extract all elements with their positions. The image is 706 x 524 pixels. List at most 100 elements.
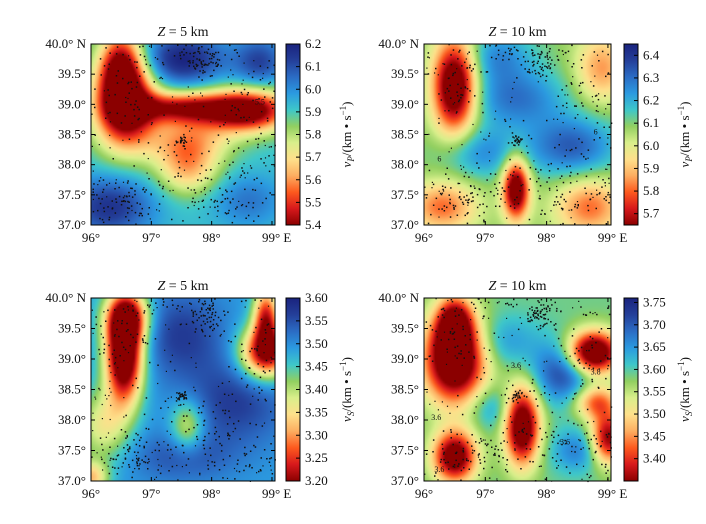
event-dot	[473, 185, 475, 187]
event-dot	[518, 396, 521, 398]
event-dot	[262, 340, 264, 342]
event-dot	[143, 413, 146, 416]
event-dot	[535, 316, 537, 318]
event-dot	[228, 178, 231, 180]
event-dot	[431, 187, 433, 189]
event-dot	[194, 445, 197, 447]
event-dot	[183, 48, 185, 50]
event-dot	[97, 209, 99, 212]
event-dot	[461, 201, 464, 204]
event-dot	[584, 433, 586, 435]
event-dot	[541, 438, 543, 441]
event-dot	[605, 463, 607, 466]
event-dot	[136, 312, 139, 314]
event-dot	[142, 339, 144, 342]
event-dot	[224, 122, 226, 124]
event-dot	[550, 210, 552, 212]
event-dot	[103, 462, 106, 464]
event-dot	[506, 217, 508, 219]
event-dot	[537, 446, 540, 448]
event-dot	[500, 442, 502, 445]
event-dot	[113, 349, 115, 351]
event-dot	[202, 199, 204, 202]
event-dot	[167, 144, 170, 146]
event-dot	[252, 206, 254, 209]
event-dot	[237, 459, 239, 461]
event-dot	[572, 398, 574, 400]
x-tick-label: 97°	[476, 486, 494, 501]
event-dot	[548, 309, 551, 312]
event-dot	[494, 183, 496, 185]
event-dot	[92, 188, 94, 191]
event-dot	[611, 406, 613, 408]
event-dot	[424, 473, 426, 475]
colorbar-tick-label: 3.75	[643, 294, 666, 309]
event-dot	[522, 357, 524, 359]
event-dot	[136, 81, 139, 84]
event-dot	[115, 179, 117, 181]
event-dot	[260, 110, 263, 113]
event-dot	[223, 124, 225, 126]
event-dot	[214, 199, 216, 202]
event-dot	[145, 427, 147, 430]
event-dot	[595, 207, 597, 210]
event-dot	[531, 382, 534, 384]
event-dot	[578, 300, 580, 302]
event-dot	[557, 168, 559, 170]
event-dot	[508, 58, 510, 61]
colorbar-tick-label: 5.6	[305, 172, 322, 187]
event-dot	[484, 392, 487, 395]
event-dot	[229, 455, 231, 457]
event-dot	[607, 307, 609, 309]
event-dot	[460, 198, 462, 201]
event-dot	[209, 75, 212, 77]
event-dot	[517, 58, 519, 60]
event-dot	[166, 430, 168, 432]
event-dot	[200, 62, 203, 65]
event-dot	[536, 317, 538, 319]
event-dot	[574, 203, 577, 206]
event-dot	[475, 441, 477, 443]
event-dot	[569, 149, 572, 152]
event-dot	[506, 302, 509, 305]
event-dot	[258, 470, 260, 473]
event-dot	[538, 301, 540, 304]
event-dot	[263, 449, 266, 451]
event-dot	[175, 446, 177, 448]
event-dot	[551, 59, 553, 61]
event-dot	[234, 368, 237, 371]
panel-title: Z = 5 km	[157, 25, 208, 40]
event-dot	[185, 160, 188, 163]
event-dot	[520, 322, 523, 324]
event-dot	[473, 355, 475, 358]
event-dot	[565, 200, 567, 203]
event-dot	[228, 410, 230, 412]
event-dot	[463, 357, 465, 359]
event-dot	[204, 187, 206, 189]
event-dot	[548, 187, 551, 190]
colorbar-tick-label: 6.2	[305, 36, 321, 51]
event-dot	[252, 99, 254, 102]
event-dot	[171, 465, 174, 468]
event-dot	[607, 364, 610, 367]
event-dot	[98, 197, 100, 200]
event-dot	[520, 468, 522, 470]
event-dot	[93, 183, 95, 185]
event-dot	[170, 396, 172, 398]
event-dot	[490, 424, 492, 427]
y-tick-label: 39.5°	[58, 66, 86, 81]
event-dot	[531, 52, 534, 55]
event-dot	[450, 147, 452, 149]
event-dot	[227, 434, 229, 437]
event-dot	[161, 78, 164, 80]
event-dot	[480, 378, 482, 380]
event-dot	[515, 399, 518, 401]
event-dot	[209, 447, 211, 449]
event-dot	[521, 430, 523, 432]
event-dot	[486, 179, 488, 181]
event-dot	[179, 310, 181, 312]
event-dot	[576, 201, 579, 203]
event-dot	[203, 64, 205, 66]
event-dot	[103, 210, 106, 213]
event-dot	[450, 54, 452, 56]
